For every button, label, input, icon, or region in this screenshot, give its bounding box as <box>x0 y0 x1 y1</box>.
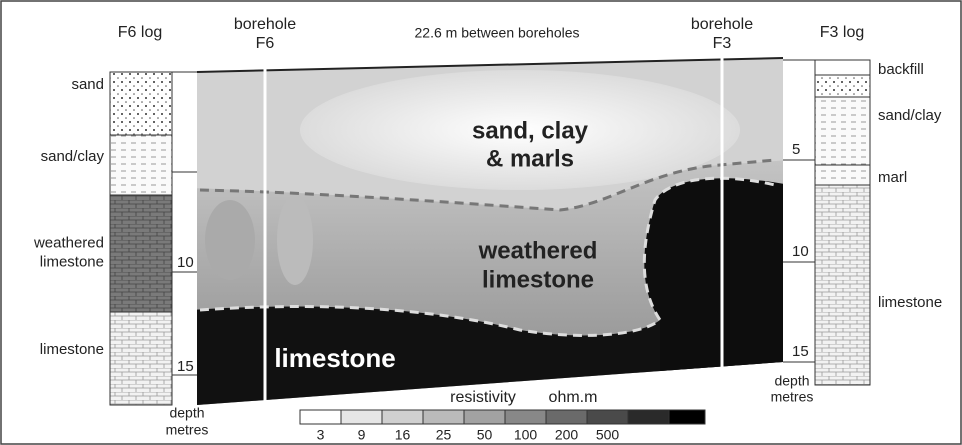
unit-label: & marls <box>486 145 574 172</box>
legend-value: 50 <box>477 427 493 443</box>
depth-label: depth <box>169 405 204 421</box>
layer-label: weathered <box>33 234 104 251</box>
legend-value: 9 <box>358 427 366 443</box>
spacing-label: 22.6 m between boreholes <box>415 25 580 41</box>
legend-value: 200 <box>555 427 579 443</box>
resistivity-section <box>197 58 783 405</box>
legend-value: 100 <box>514 427 538 443</box>
layer-label: backfill <box>878 61 924 78</box>
layer-label: limestone <box>40 253 104 270</box>
unit-label: limestone <box>274 343 395 373</box>
depth-tick-label: 15 <box>792 343 809 360</box>
f6-log-title: F6 log <box>118 24 162 41</box>
borehole-label: F6 <box>256 35 275 52</box>
depth-label: metres <box>166 422 209 438</box>
borehole-label: borehole <box>234 16 296 33</box>
legend-title: resistivity <box>450 389 516 406</box>
legend-unit: ohm.m <box>549 389 598 406</box>
legend-swatches <box>299 409 706 425</box>
depth-tick-label: 10 <box>177 254 194 271</box>
borehole-label: borehole <box>691 16 753 33</box>
legend-value: 3 <box>317 427 325 443</box>
layer-label: sand/clay <box>878 107 942 124</box>
layer-label: sand/clay <box>41 148 105 165</box>
depth-label: metres <box>771 389 814 405</box>
layer-label: marl <box>878 169 907 186</box>
layer-label: limestone <box>40 341 104 358</box>
layer-label: sand <box>71 76 104 93</box>
depth-tick-label: 5 <box>792 141 800 158</box>
unit-label: limestone <box>482 266 594 293</box>
unit-label: sand, clay <box>472 117 589 144</box>
depth-tick-label: 15 <box>177 358 194 375</box>
f3-log-title: F3 log <box>820 24 864 41</box>
unit-label: weathered <box>478 237 598 264</box>
legend-value: 25 <box>436 427 452 443</box>
borehole-label: F3 <box>713 35 732 52</box>
legend-value: 16 <box>395 427 411 443</box>
depth-tick-label: 10 <box>792 243 809 260</box>
depth-label: depth <box>774 373 809 389</box>
layer-label: limestone <box>878 294 942 311</box>
legend-value: 500 <box>596 427 620 443</box>
